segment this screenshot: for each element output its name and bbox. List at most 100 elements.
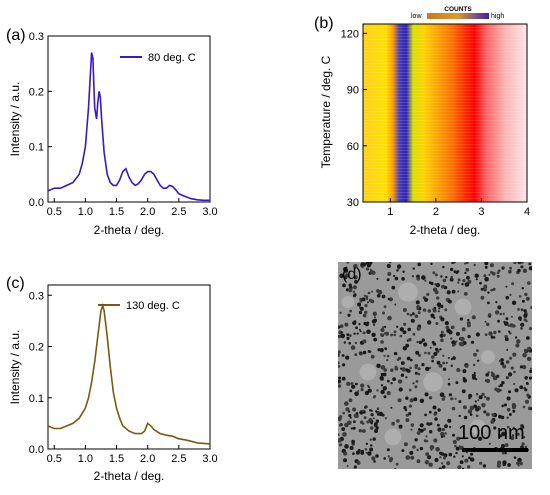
nanoparticle — [408, 404, 412, 408]
nanoparticle — [396, 264, 402, 269]
nanoparticle — [526, 393, 530, 397]
nanoparticle — [342, 411, 345, 415]
nanoparticle — [357, 302, 362, 307]
nanoparticle — [391, 285, 396, 290]
nanoparticle — [514, 388, 519, 393]
nanoparticle — [384, 368, 388, 372]
nanoparticle — [410, 428, 413, 431]
nanoparticle — [394, 467, 397, 469]
nanoparticle — [422, 308, 427, 312]
nanoparticle — [498, 359, 502, 363]
nanoparticle — [430, 262, 433, 266]
nanoparticle — [488, 273, 491, 276]
nanoparticle — [353, 420, 356, 423]
nanoparticle — [343, 458, 347, 463]
nanoparticle — [363, 351, 366, 355]
nanoparticle — [442, 367, 447, 371]
nanoparticle — [485, 373, 489, 377]
panel-c-y-tick-label: 0.3 — [29, 290, 44, 302]
tem-void — [454, 298, 472, 316]
nanoparticle — [390, 406, 393, 409]
nanoparticle — [528, 262, 531, 266]
nanoparticle — [456, 270, 460, 273]
nanoparticle — [517, 308, 520, 311]
nanoparticle — [433, 306, 437, 310]
nanoparticle — [471, 315, 476, 320]
nanoparticle — [383, 332, 386, 335]
nanoparticle — [448, 299, 452, 304]
nanoparticle — [485, 322, 490, 327]
nanoparticle — [506, 396, 511, 401]
nanoparticle — [418, 353, 421, 357]
tem-void — [481, 350, 495, 364]
nanoparticle — [496, 271, 500, 274]
nanoparticle — [481, 403, 486, 408]
nanoparticle — [487, 301, 490, 305]
nanoparticle — [411, 423, 415, 426]
nanoparticle — [390, 368, 394, 372]
nanoparticle — [402, 308, 407, 312]
nanoparticle — [356, 460, 361, 465]
tem-void — [470, 419, 486, 435]
nanoparticle — [380, 340, 384, 344]
nanoparticle — [412, 267, 415, 270]
nanoparticle — [493, 330, 497, 335]
panel-b-label: (b) — [314, 15, 334, 32]
nanoparticle — [345, 407, 350, 412]
nanoparticle — [414, 385, 418, 389]
colorbar-low-label: low — [411, 13, 422, 20]
nanoparticle — [402, 330, 407, 335]
nanoparticle — [482, 464, 487, 468]
nanoparticle — [522, 436, 526, 439]
nanoparticle — [476, 359, 480, 362]
nanoparticle — [381, 294, 386, 299]
nanoparticle — [416, 340, 419, 344]
nanoparticle — [499, 389, 502, 392]
nanoparticle — [452, 433, 455, 437]
nanoparticle — [509, 323, 514, 328]
nanoparticle — [370, 422, 373, 425]
nanoparticle — [439, 456, 442, 459]
nanoparticle — [437, 310, 440, 313]
nanoparticle — [400, 361, 405, 365]
nanoparticle — [444, 424, 448, 429]
nanoparticle — [355, 414, 359, 418]
panel-b-y-tick-label: 60 — [347, 141, 359, 153]
nanoparticle — [479, 461, 483, 465]
nanoparticle — [507, 390, 512, 394]
nanoparticle — [519, 427, 524, 431]
panel-a-legend-label: 80 deg. C — [148, 52, 196, 64]
nanoparticle — [510, 366, 514, 370]
nanoparticle — [367, 388, 372, 393]
nanoparticle — [523, 309, 527, 313]
nanoparticle — [371, 290, 374, 293]
nanoparticle — [338, 353, 340, 358]
nanoparticle — [414, 314, 419, 318]
nanoparticle — [505, 360, 510, 364]
nanoparticle — [467, 465, 471, 469]
nanoparticle — [416, 305, 420, 309]
nanoparticle — [442, 278, 447, 283]
panel-a-x-tick-label: 2.0 — [140, 206, 155, 218]
nanoparticle — [372, 437, 376, 441]
nanoparticle — [468, 397, 471, 400]
nanoparticle — [423, 439, 427, 443]
nanoparticle — [416, 326, 421, 331]
nanoparticle — [362, 313, 367, 318]
nanoparticle — [478, 436, 483, 441]
nanoparticle — [338, 376, 342, 380]
panel-c-x-tick-label: 2.5 — [171, 453, 186, 465]
nanoparticle — [393, 333, 396, 337]
nanoparticle — [421, 363, 425, 367]
nanoparticle — [402, 270, 405, 273]
nanoparticle — [348, 341, 351, 345]
nanoparticle — [432, 342, 437, 346]
nanoparticle — [339, 311, 342, 314]
nanoparticle — [446, 461, 451, 466]
nanoparticle — [384, 325, 387, 328]
nanoparticle — [385, 331, 389, 336]
nanoparticle — [448, 393, 452, 397]
nanoparticle — [523, 318, 527, 322]
panel-b-plot-frame — [362, 23, 528, 203]
